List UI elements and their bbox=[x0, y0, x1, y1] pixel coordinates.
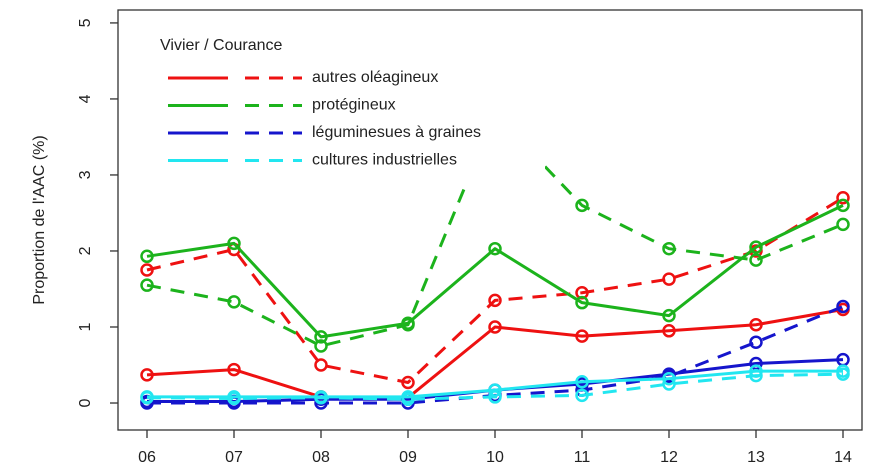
point bbox=[401, 316, 415, 330]
x-tick-label: 09 bbox=[399, 449, 417, 466]
point bbox=[401, 390, 415, 404]
point bbox=[140, 368, 154, 382]
point bbox=[836, 191, 850, 205]
x-tick-label: 07 bbox=[225, 449, 243, 466]
legend-label: léguminesues à graines bbox=[312, 124, 481, 141]
x-tick-label: 08 bbox=[312, 449, 330, 466]
point bbox=[227, 236, 241, 251]
point bbox=[662, 371, 676, 386]
point bbox=[488, 383, 502, 397]
legend-title: Vivier / Courance bbox=[160, 37, 283, 54]
x-tick-label: 06 bbox=[138, 449, 156, 466]
x-tick-label: 14 bbox=[834, 449, 852, 466]
point bbox=[749, 317, 763, 332]
point bbox=[575, 198, 589, 213]
point bbox=[662, 324, 676, 338]
point bbox=[662, 272, 676, 286]
point bbox=[227, 390, 241, 404]
plot-frame bbox=[117, 9, 863, 431]
series-line bbox=[146, 372, 844, 401]
point bbox=[140, 390, 154, 404]
point bbox=[836, 299, 850, 314]
y-axis-label: Proportion de l'AAC (%) bbox=[31, 135, 48, 304]
legend-label: cultures industrielles bbox=[312, 152, 457, 169]
point bbox=[749, 253, 763, 267]
y-tick-label: 5 bbox=[77, 18, 94, 27]
legend-label: autres oléagineux bbox=[312, 69, 438, 86]
y-tick-label: 3 bbox=[77, 170, 94, 179]
point bbox=[662, 241, 676, 256]
x-tick-label: 10 bbox=[486, 449, 504, 466]
series-line bbox=[146, 204, 844, 339]
series-line bbox=[147, 369, 843, 399]
legend-label: protégineux bbox=[312, 97, 396, 114]
y-tick-label: 4 bbox=[77, 94, 94, 103]
x-tick-label: 11 bbox=[574, 449, 591, 466]
point bbox=[488, 293, 502, 308]
point bbox=[488, 241, 502, 256]
point bbox=[140, 263, 154, 277]
point bbox=[227, 295, 241, 309]
y-tick-label: 1 bbox=[77, 322, 94, 331]
point bbox=[140, 249, 154, 264]
point bbox=[314, 330, 328, 344]
point bbox=[227, 362, 241, 377]
x-tick-label: 12 bbox=[660, 449, 678, 466]
point bbox=[836, 217, 850, 232]
point bbox=[488, 320, 502, 334]
point bbox=[836, 364, 850, 378]
point bbox=[314, 339, 328, 353]
x-tick-label: 13 bbox=[747, 449, 765, 466]
point bbox=[662, 308, 676, 323]
point bbox=[749, 335, 763, 349]
point bbox=[575, 329, 589, 343]
series-line bbox=[146, 112, 844, 348]
series-line bbox=[146, 308, 844, 400]
point bbox=[575, 295, 589, 310]
point bbox=[749, 364, 763, 378]
y-tick-label: 2 bbox=[77, 246, 94, 255]
plot-area bbox=[140, 107, 850, 410]
point bbox=[314, 390, 328, 404]
series-line bbox=[146, 196, 844, 384]
point bbox=[836, 198, 850, 213]
point bbox=[575, 374, 589, 389]
point bbox=[314, 358, 328, 372]
point bbox=[140, 278, 154, 292]
point bbox=[575, 388, 589, 403]
y-tick-label: 0 bbox=[77, 398, 94, 407]
point bbox=[749, 240, 763, 254]
point bbox=[401, 375, 415, 390]
